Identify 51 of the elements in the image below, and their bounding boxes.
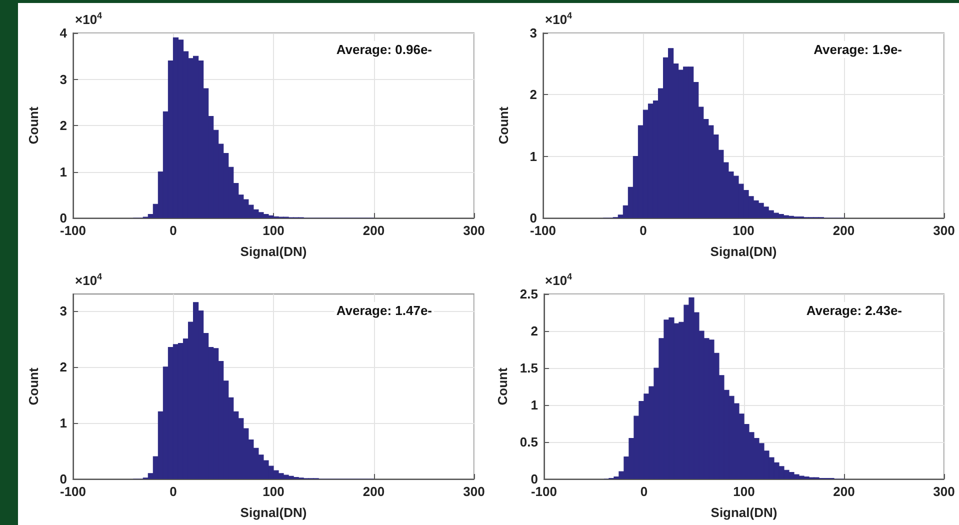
y-tick-label: 2.5 [520, 286, 538, 302]
x-axis-title: Signal(DN) [710, 505, 778, 520]
annotation: Average: 0.96e- [336, 42, 432, 57]
x-axis-title: Signal(DN) [240, 505, 307, 520]
x-axis-title: Signal(DN) [710, 244, 777, 259]
y-tick-label: 0.5 [520, 434, 538, 450]
x-tick-label: -100 [530, 223, 556, 238]
y-tick-label: 1.5 [520, 360, 538, 376]
x-tick-label: -100 [530, 484, 557, 499]
x-tick-label: 0 [640, 484, 648, 499]
x-tick-label: 200 [833, 484, 855, 499]
y-tick-label: 3 [60, 303, 67, 318]
y-tick-label: 1 [530, 398, 538, 412]
annotation: Average: 1.47e- [336, 303, 432, 318]
y-axis-title: Count [26, 106, 41, 144]
x-tick-label: 0 [170, 484, 177, 499]
x-tick-label: 0 [640, 223, 647, 238]
y-tick-label: 2 [60, 118, 67, 133]
annotation: Average: 2.43e- [806, 303, 902, 318]
x-tick-label: 200 [362, 484, 385, 499]
y-tick-label: 2 [530, 324, 538, 338]
y-axis-title: Count [496, 106, 511, 144]
x-tick-label: 300 [933, 484, 955, 499]
x-tick-label: 100 [732, 223, 754, 238]
x-tick-label: -100 [60, 484, 86, 499]
x-tick-label: 200 [832, 223, 855, 238]
x-tick-label: 100 [733, 484, 755, 499]
x-tick-label: 0 [170, 223, 177, 238]
y-tick-label: 0 [530, 210, 537, 226]
x-tick-label: 300 [933, 223, 955, 238]
y-tick-label: 1 [60, 164, 67, 180]
y-tick-label: 4 [60, 26, 68, 40]
y-tick-label: 2 [60, 359, 67, 374]
annotation: Average: 1.9e- [814, 42, 902, 57]
y-tick-label: 3 [530, 26, 537, 40]
y-axis-title: Count [26, 367, 41, 406]
x-tick-label: 300 [463, 484, 485, 499]
y-tick-label: 1 [530, 148, 537, 164]
y-tick-label: 0 [60, 472, 67, 486]
x-tick-label: -100 [60, 223, 86, 238]
y-tick-label: 0 [60, 210, 67, 226]
y-tick-label: 3 [60, 72, 67, 87]
x-tick-label: 200 [362, 223, 385, 238]
y-tick-label: 0 [530, 472, 538, 486]
x-tick-label: 100 [262, 223, 284, 238]
y-tick-label: 2 [530, 87, 537, 102]
y-axis-title: Count [495, 367, 510, 406]
y-tick-label: 1 [60, 415, 67, 430]
x-tick-label: 300 [463, 223, 485, 238]
x-tick-label: 100 [262, 484, 284, 499]
x-axis-title: Signal(DN) [240, 244, 307, 259]
